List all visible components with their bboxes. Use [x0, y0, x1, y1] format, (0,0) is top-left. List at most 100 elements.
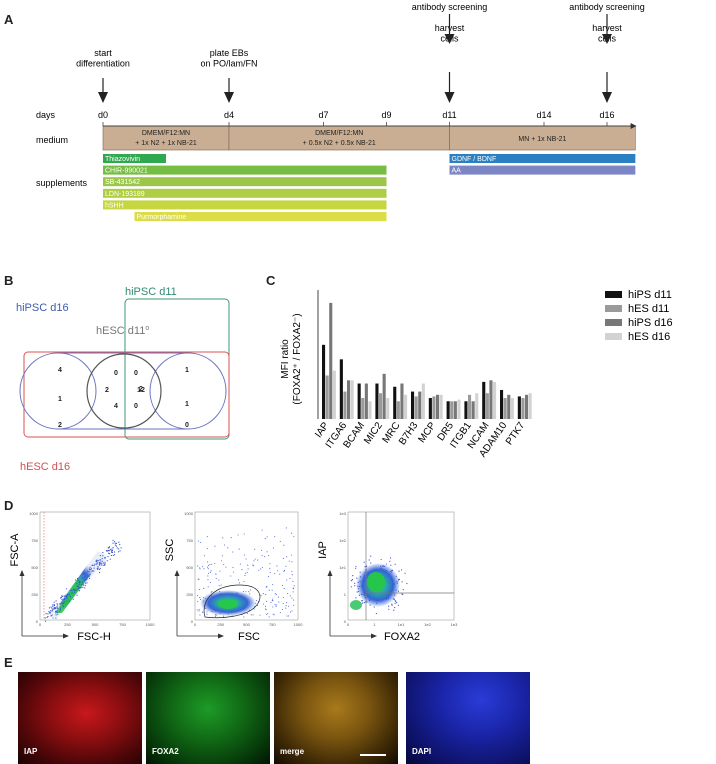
- flow-xtick: 0: [194, 622, 197, 627]
- supplement-bars: Thiazovivin CHIR-990021 SB-431542 LDN-19318…: [103, 154, 636, 221]
- bar-NCAM-3: [493, 381, 497, 419]
- medium-text: + 1x N2 + 1x NB-21: [135, 140, 197, 147]
- flow-ytick: 0: [36, 619, 39, 624]
- flow-xlabel: FSC-H: [77, 631, 111, 643]
- supplement-label: Purmorphamine: [137, 214, 187, 221]
- bar-MCP-3: [439, 394, 443, 419]
- bar-IAP-0: [322, 344, 326, 419]
- y-axis-label: MFI ratio: [280, 339, 291, 379]
- venn-count: 1: [58, 396, 62, 403]
- bar-DR5-0: [446, 401, 450, 419]
- flow-xtick: 250: [217, 622, 224, 627]
- bar-MRC-2: [400, 383, 404, 419]
- flow-ytick: 1e3: [339, 511, 346, 516]
- flow-xtick: 750: [269, 622, 276, 627]
- bar-ADAM10-1: [503, 398, 507, 419]
- bar-B7H3-2: [418, 391, 422, 419]
- legend-entry-3: hES d16: [628, 331, 670, 343]
- bar-MCP-0: [428, 398, 432, 419]
- bar-MIC2-3: [386, 398, 390, 419]
- panel-label-d: D: [4, 498, 14, 513]
- day-tick-d11: d11: [442, 110, 456, 120]
- bar-MCP-1: [432, 396, 436, 419]
- venn-set-hesc-d16: [23, 351, 230, 438]
- medium-text: DMEM/F12:MN: [142, 130, 190, 137]
- day-tick-d9: d9: [381, 110, 391, 120]
- micrograph-foxa2: FOXA2: [146, 672, 270, 764]
- venn-set-hipsc-d11: [124, 298, 230, 440]
- bar-BCAM-0: [357, 383, 361, 419]
- venn-count: 2: [105, 387, 109, 394]
- bar-MIC2-2: [382, 373, 386, 419]
- micrograph-label-dapi: DAPI: [412, 747, 432, 756]
- bar-series: [322, 302, 532, 419]
- micrograph-iap: IAP: [18, 672, 142, 764]
- flow-ytick: 750: [186, 538, 193, 543]
- bar-DR5-2: [453, 401, 457, 419]
- bar-MIC2-1: [379, 393, 383, 419]
- venn-count: 1: [185, 401, 189, 408]
- bar-IAP-2: [329, 302, 333, 419]
- day-tick-d0: d0: [98, 110, 108, 120]
- bar-ADAM10-3: [510, 398, 514, 419]
- supplement-bar-5: [134, 212, 387, 221]
- event-text: antibody screening: [412, 2, 488, 12]
- legend-entry-2: hiPS d16: [628, 317, 673, 329]
- row-label-days: days: [36, 110, 56, 120]
- bar-PTK7-1: [521, 398, 525, 419]
- row-label-medium: medium: [36, 135, 68, 145]
- legend-entry-0: hiPS d11: [628, 289, 672, 301]
- bar-MRC-1: [396, 401, 400, 419]
- bar-ITGB1-2: [471, 401, 475, 419]
- flow-xlabel: FSC: [238, 631, 260, 643]
- medium-text: + 0.5x N2 + 0.5x NB-21: [303, 140, 376, 147]
- flow-xtick: 500: [92, 622, 99, 627]
- flow-ytick: 250: [186, 592, 193, 597]
- venn-count: 4: [58, 367, 62, 374]
- panel-label-e: E: [4, 655, 13, 670]
- flow-xtick: 750: [119, 622, 126, 627]
- venn-count: 0: [185, 422, 189, 429]
- panel-label-b: B: [4, 273, 14, 288]
- bar-BCAM-3: [368, 401, 372, 419]
- category-label-MIC2: MIC2: [362, 420, 385, 446]
- micrograph-label-foxa2: FOXA2: [152, 747, 179, 756]
- legend-entry-1: hES d11: [628, 303, 669, 315]
- day-tick-d7: d7: [318, 110, 328, 120]
- flow-xtick: 1000: [294, 622, 304, 627]
- bar-NCAM-0: [482, 381, 486, 419]
- bar-IAP-1: [325, 375, 329, 419]
- flow-plot-ssc: [194, 511, 299, 621]
- bar-ITGB1-3: [475, 393, 479, 419]
- flow-xtick: 0: [39, 622, 42, 627]
- flow-ytick: 0: [344, 619, 347, 624]
- flow-ytick: 1000: [184, 511, 194, 516]
- category-label-PTK7: PTK7: [504, 420, 528, 447]
- supplement-bar-1: [103, 165, 387, 175]
- bar-PTK7-3: [528, 393, 532, 419]
- supplement-label: CHIR-990021: [105, 168, 148, 175]
- scale-bar: [360, 754, 386, 756]
- bar-ITGB1-0: [464, 401, 468, 419]
- supplement-label: LDN-193189: [105, 191, 145, 198]
- bar-NCAM-2: [489, 380, 493, 419]
- supplement-bar-7: [449, 165, 636, 175]
- event-text: start: [94, 48, 112, 58]
- bar-DR5-3: [457, 399, 461, 419]
- flow-ytick: 500: [186, 565, 193, 570]
- bar-NCAM-1: [485, 393, 489, 419]
- supplement-label: AA: [452, 168, 462, 175]
- flow-ytick: 1e2: [339, 538, 346, 543]
- bar-ITGA6-3: [350, 380, 354, 419]
- supplement-label: GDNF / BDNF: [452, 156, 497, 163]
- flow-xlabel: FOXA2: [384, 631, 420, 643]
- legend-swatch-0: [605, 291, 622, 298]
- venn-label-hipsc-d11: hiPSC d11: [125, 286, 177, 298]
- medium-text: MN + 1x NB-21: [518, 136, 566, 143]
- flow-xtick: 1e1: [398, 622, 405, 627]
- flow-xtick: 1000: [146, 622, 156, 627]
- micrograph-merge: merge: [274, 672, 398, 764]
- supplement-bar-2: [103, 177, 387, 187]
